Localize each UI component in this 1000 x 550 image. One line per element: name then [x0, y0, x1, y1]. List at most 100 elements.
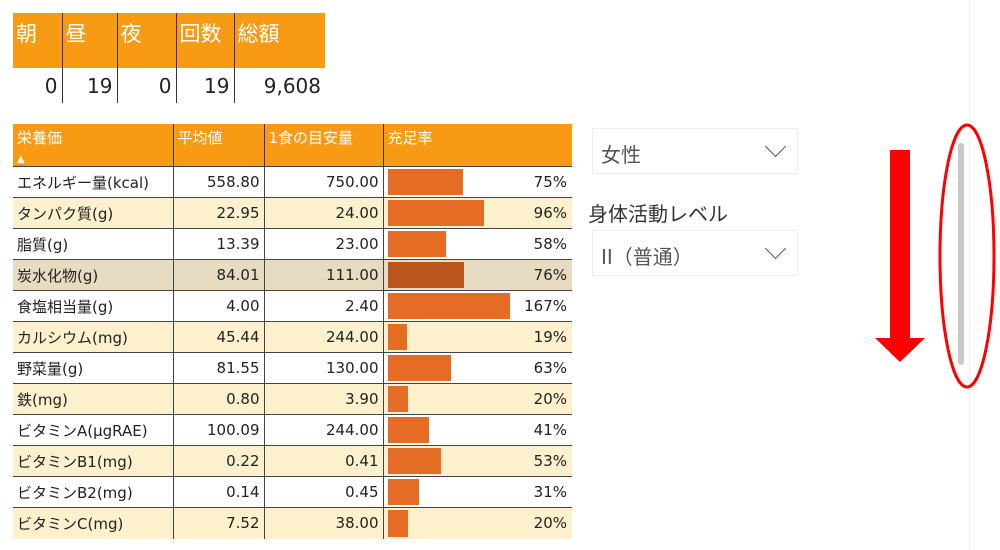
rate-cell: 96%: [382, 197, 572, 229]
value-night: 0: [117, 68, 177, 103]
table-row[interactable]: カルシウム(mg) 45.44 244.00 19%: [13, 321, 572, 353]
column-nutrient[interactable]: 栄養価 ▲: [13, 124, 173, 167]
vertical-scrollbar-thumb[interactable]: [958, 143, 964, 365]
nutrient-name: ビタミンA(μgRAE): [13, 414, 173, 446]
rate-bar: [387, 231, 446, 257]
rate-bar: [387, 200, 484, 226]
gender-dropdown[interactable]: 女性: [592, 128, 798, 174]
value-count: 19: [176, 68, 235, 103]
rate-label: 58%: [533, 235, 567, 253]
nutrient-name: カルシウム(mg): [13, 321, 173, 353]
target-value: 3.90: [263, 383, 383, 415]
average-value: 45.44: [172, 321, 264, 353]
target-value: 244.00: [263, 321, 383, 353]
target-value: 2.40: [263, 290, 383, 322]
rate-cell: 58%: [382, 228, 572, 260]
nutrient-name: ビタミンB2(mg): [13, 476, 173, 508]
rate-cell: 19%: [382, 321, 572, 353]
nutrient-name: ビタミンC(mg): [13, 507, 173, 539]
sort-ascending-icon: ▲: [17, 154, 25, 165]
header-noon: 昼: [61, 13, 117, 68]
rate-label: 41%: [533, 421, 567, 439]
rate-bar: [387, 169, 463, 195]
nutrient-name: 鉄(mg): [13, 383, 173, 415]
target-value: 0.41: [263, 445, 383, 477]
rate-label: 63%: [533, 359, 567, 377]
value-total: 9,608: [263, 73, 321, 98]
column-target[interactable]: 1食の目安量: [263, 124, 383, 167]
nutrient-name: 野菜量(g): [13, 352, 173, 384]
average-value: 0.22: [172, 445, 264, 477]
rate-cell: 31%: [382, 476, 572, 508]
rate-cell: 63%: [382, 352, 572, 384]
rate-cell: 53%: [382, 445, 572, 477]
target-value: 38.00: [263, 507, 383, 539]
table-row[interactable]: 食塩相当量(g) 4.00 2.40 167%: [13, 290, 572, 322]
nutrient-name: 炭水化物(g): [13, 259, 173, 291]
table-row[interactable]: タンパク質(g) 22.95 24.00 96%: [13, 197, 572, 229]
table-row[interactable]: エネルギー量(kcal) 558.80 750.00 75%: [13, 166, 572, 198]
nutrient-name: ビタミンB1(mg): [13, 445, 173, 477]
rate-label: 19%: [533, 328, 567, 346]
rate-bar: [387, 324, 407, 350]
rate-cell: 20%: [382, 507, 572, 539]
rate-label: 75%: [533, 173, 567, 191]
target-value: 750.00: [263, 166, 383, 198]
target-value: 111.00: [263, 259, 383, 291]
average-value: 7.52: [172, 507, 264, 539]
rate-label: 76%: [533, 266, 567, 284]
activity-level-value: II（普通）: [601, 245, 693, 269]
rate-bar: [387, 510, 408, 537]
rate-bar: [387, 293, 510, 319]
average-value: 0.14: [172, 476, 264, 508]
table-row[interactable]: ビタミンB1(mg) 0.22 0.41 53%: [13, 445, 572, 477]
activity-level-dropdown[interactable]: II（普通）: [592, 230, 798, 276]
pane-divider: [969, 0, 970, 550]
rate-bar: [387, 262, 464, 288]
header-morning: 朝: [13, 13, 62, 68]
column-rate[interactable]: 充足率: [382, 124, 572, 167]
rate-cell: 76%: [382, 259, 572, 291]
meal-summary-table: 朝 昼 夜 回数 総額 0 19 0 19 9,608: [13, 13, 325, 103]
scroll-down-arrow-icon: [875, 150, 925, 362]
nutrition-table: 栄養価 ▲ 平均値 1食の目安量 充足率 エネルギー量(kcal) 558.80 …: [13, 124, 572, 539]
average-value: 84.01: [172, 259, 264, 291]
nutrient-name: 脂質(g): [13, 228, 173, 260]
target-value: 130.00: [263, 352, 383, 384]
rate-bar: [387, 479, 419, 505]
average-value: 100.09: [172, 414, 264, 446]
table-row[interactable]: 鉄(mg) 0.80 3.90 20%: [13, 383, 572, 415]
target-value: 244.00: [263, 414, 383, 446]
rate-label: 20%: [533, 390, 567, 408]
target-value: 24.00: [263, 197, 383, 229]
header-count: 回数: [175, 13, 234, 68]
rate-label: 53%: [533, 452, 567, 470]
nutrient-name: エネルギー量(kcal): [13, 166, 173, 198]
chevron-down-icon: [764, 237, 787, 260]
table-row[interactable]: 炭水化物(g) 84.01 111.00 76%: [13, 259, 572, 291]
activity-level-label: 身体活動レベル: [588, 202, 728, 226]
average-value: 558.80: [172, 166, 264, 198]
rate-cell: 167%: [382, 290, 572, 322]
nutrient-name: 食塩相当量(g): [13, 290, 173, 322]
rate-bar: [387, 355, 451, 381]
header-night: 夜: [116, 13, 176, 68]
value-noon: 19: [62, 68, 118, 103]
table-row[interactable]: ビタミンB2(mg) 0.14 0.45 31%: [13, 476, 572, 508]
table-row[interactable]: 脂質(g) 13.39 23.00 58%: [13, 228, 572, 260]
average-value: 81.55: [172, 352, 264, 384]
average-value: 4.00: [172, 290, 264, 322]
table-row[interactable]: ビタミンC(mg) 7.52 38.00 20%: [13, 507, 572, 539]
rate-label: 31%: [533, 483, 567, 501]
table-row[interactable]: ビタミンA(μgRAE) 100.09 244.00 41%: [13, 414, 572, 446]
column-average[interactable]: 平均値: [172, 124, 264, 167]
average-value: 13.39: [172, 228, 264, 260]
header-total: 総額: [233, 13, 325, 68]
highlight-ellipse: [938, 123, 996, 389]
rate-bar: [387, 386, 408, 412]
target-value: 23.00: [263, 228, 383, 260]
rate-label: 167%: [524, 297, 567, 315]
chevron-down-icon: [764, 135, 787, 158]
table-row[interactable]: 野菜量(g) 81.55 130.00 63%: [13, 352, 572, 384]
average-value: 22.95: [172, 197, 264, 229]
